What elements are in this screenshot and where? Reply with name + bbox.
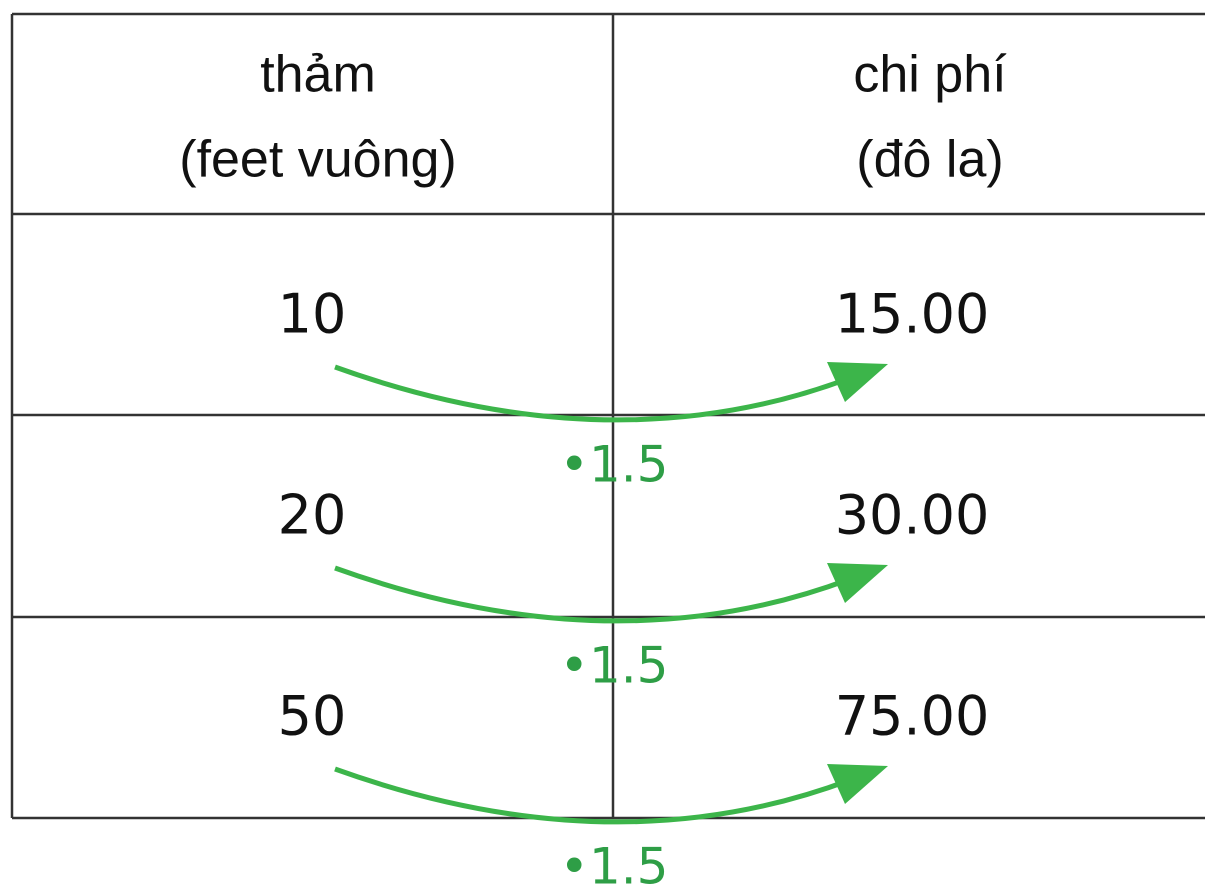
arrow-head — [827, 362, 888, 402]
arrow-label: •1.5 — [559, 436, 668, 494]
arrow — [334, 565, 851, 624]
arrow-label: •1.5 — [559, 838, 668, 888]
header-cell: chi phí — [853, 46, 1007, 104]
arrow — [334, 364, 851, 423]
header-cell: thảm — [260, 46, 376, 104]
arrow-head — [827, 764, 888, 804]
arrow-label: •1.5 — [559, 637, 668, 695]
header-cell: (đô la) — [856, 131, 1003, 189]
table-cell: 30.00 — [835, 484, 990, 547]
header-cell: (feet vuông) — [179, 131, 457, 189]
arrow-head — [827, 563, 888, 603]
table-cell: 15.00 — [835, 283, 990, 346]
table-frame — [10, 12, 1205, 820]
table-cell: 75.00 — [835, 685, 990, 748]
arrow — [334, 766, 851, 825]
table-cell: 50 — [278, 685, 347, 748]
table-cell: 10 — [278, 283, 347, 346]
table-cell: 20 — [278, 484, 347, 547]
